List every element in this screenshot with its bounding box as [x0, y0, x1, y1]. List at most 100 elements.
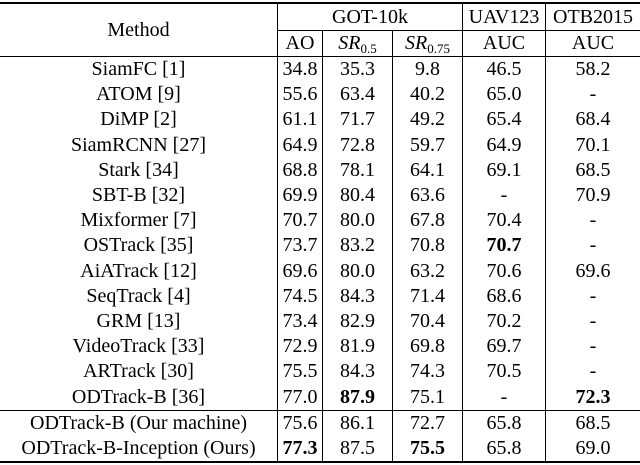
- cell-ao: 77.3: [277, 435, 322, 461]
- cell-uav123: 69.1: [462, 157, 545, 183]
- cell-ao: 68.8: [277, 157, 322, 183]
- cell-method: SiamFC [1]: [91, 58, 186, 81]
- cell-sr075: 67.8: [392, 208, 462, 234]
- cell-otb2015: -: [545, 283, 640, 309]
- header-sub-row: AO SR0.5 SR0.75 AUC AUC: [0, 31, 640, 57]
- sr05-symbol: SR: [338, 32, 361, 54]
- cell-sr05: 72.8: [322, 132, 392, 158]
- cell-otb2015: -: [545, 308, 640, 335]
- table-row: ODTrack-B [36] 77.0 87.9 75.1-72.3: [0, 384, 640, 410]
- cell-sr05: 81.9: [322, 334, 392, 360]
- cell-ao: 69.6: [277, 258, 322, 284]
- cell-otb2015: 68.4: [545, 107, 640, 133]
- cell-ao: 77.0: [277, 384, 322, 410]
- cell-ao: 61.1: [277, 107, 322, 133]
- cell-uav123: 69.7: [462, 334, 545, 360]
- sr05-subscript: 0.5: [360, 41, 377, 56]
- column-group-uav123: UAV123: [462, 4, 546, 31]
- cell-sr075: 40.2: [392, 82, 462, 108]
- cell-uav123: -: [462, 182, 545, 209]
- cell-sr075: 70.8: [392, 233, 462, 259]
- cell-otb2015: -: [545, 334, 640, 360]
- cell-otb2015: 70.1: [545, 132, 640, 158]
- cell-sr075: 70.4: [392, 308, 462, 335]
- sr075-subscript: 0.75: [427, 41, 450, 56]
- table-row: Mixformer [7] 70.7 80.0 67.8 70.4-: [0, 208, 640, 234]
- cell-sr075: 63.6: [392, 182, 462, 209]
- table-header: Method GOT-10k UAV123 OTB2015 AO SR0.5 S…: [0, 4, 640, 57]
- cell-ao: 73.4: [277, 308, 322, 335]
- table-row: SeqTrack [4] 74.5 84.3 71.4 68.6-: [0, 283, 640, 309]
- column-group-got10k: GOT-10k: [277, 4, 463, 31]
- cell-uav123: 46.5: [462, 57, 545, 83]
- column-header-sr05: SR0.5: [322, 31, 392, 57]
- table-row: SiamFC [1] 34.8 35.3 9.8 46.5 58.2: [0, 57, 640, 83]
- cell-method: SiamRCNN [27]: [71, 133, 206, 156]
- column-header-sr075: SR0.75: [392, 31, 463, 57]
- column-header-ao: AO: [277, 31, 322, 57]
- cell-uav123: 65.8: [462, 435, 545, 461]
- sr075-symbol: SR: [405, 32, 428, 54]
- cell-method: ODTrack-B-Inception (Ours): [21, 436, 256, 459]
- cell-otb2015: -: [545, 82, 640, 108]
- cell-ao: 70.7: [277, 208, 322, 234]
- cell-method: VideoTrack [33]: [72, 335, 205, 358]
- cell-uav123: 68.6: [462, 283, 545, 309]
- cell-method: SBT-B [32]: [91, 184, 186, 207]
- cell-method: DiMP [2]: [100, 108, 177, 131]
- cell-ao: 69.9: [277, 182, 322, 209]
- cell-sr075: 9.8: [392, 57, 462, 83]
- cell-sr05: 83.2: [322, 233, 392, 259]
- cell-uav123: 65.8: [462, 409, 546, 436]
- cell-method: OSTrack [35]: [83, 234, 194, 257]
- cell-uav123: 70.7: [462, 233, 545, 259]
- cell-sr075: 64.1: [392, 157, 462, 183]
- column-header-otb2015-auc: AUC: [545, 31, 640, 57]
- table-row: DiMP [2] 61.1 71.7 49.2 65.4 68.4: [0, 107, 640, 133]
- cell-sr05: 63.4: [322, 82, 392, 108]
- cell-ao: 75.5: [277, 359, 322, 385]
- cell-uav123: -: [462, 384, 545, 410]
- cell-method: ODTrack-B [36]: [71, 385, 206, 408]
- cell-method: ATOM [9]: [96, 83, 181, 106]
- cell-otb2015: 70.9: [545, 182, 640, 209]
- cell-otb2015: -: [545, 233, 640, 259]
- cell-ao: 72.9: [277, 334, 322, 360]
- cell-ao: 75.6: [277, 409, 322, 436]
- cell-otb2015: -: [545, 359, 640, 385]
- cell-otb2015: 68.5: [545, 157, 640, 183]
- table-body: SiamFC [1] 34.8 35.3 9.8 46.5 58.2 ATOM [9] 55.…: [0, 57, 640, 461]
- cell-sr05: 82.9: [322, 308, 392, 335]
- cell-sr05: 35.3: [322, 57, 392, 83]
- cell-sr05: 86.1: [322, 409, 392, 436]
- cell-sr075: 75.1: [392, 384, 462, 410]
- cell-sr05: 71.7: [322, 107, 392, 133]
- cell-sr075: 71.4: [392, 283, 462, 309]
- cell-uav123: 70.6: [462, 258, 545, 284]
- table-row: ARTrack [30] 75.5 84.3 74.3 70.5-: [0, 359, 640, 385]
- cell-uav123: 70.2: [462, 308, 545, 335]
- cell-sr05: 80.0: [322, 258, 392, 284]
- cell-sr05: 87.5: [322, 435, 392, 461]
- column-header-method: Method: [0, 4, 277, 57]
- table-row: ATOM [9] 55.6 63.4 40.2 65.0-: [0, 82, 640, 108]
- cell-sr075: 72.7: [392, 409, 463, 436]
- column-header-uav123-auc: AUC: [462, 31, 546, 57]
- cell-ao: 64.9: [277, 132, 322, 158]
- cell-uav123: 65.4: [462, 107, 545, 133]
- cell-otb2015: 72.3: [545, 384, 640, 410]
- table-row: OSTrack [35] 73.7 83.2 70.8 70.7-: [0, 233, 640, 259]
- cell-ao: 74.5: [277, 283, 322, 309]
- cell-uav123: 70.5: [462, 359, 545, 385]
- cell-sr05: 80.0: [322, 208, 392, 234]
- table-row: AiATrack [12] 69.6 80.0 63.2 70.6 69.6: [0, 258, 640, 284]
- cell-method: AiATrack [12]: [80, 259, 197, 282]
- header-group-row: Method GOT-10k UAV123 OTB2015: [0, 4, 640, 57]
- table-row: SiamRCNN [27] 64.9 72.8 59.7 64.9 70.1: [0, 132, 640, 158]
- cell-sr05: 80.4: [322, 182, 392, 209]
- cell-uav123: 70.4: [462, 208, 545, 234]
- cell-sr05: 78.1: [322, 157, 392, 183]
- cell-sr075: 49.2: [392, 107, 462, 133]
- table-row: ODTrack-B-Inception (Ours) 77.3 87.5 75.5 65…: [0, 435, 640, 461]
